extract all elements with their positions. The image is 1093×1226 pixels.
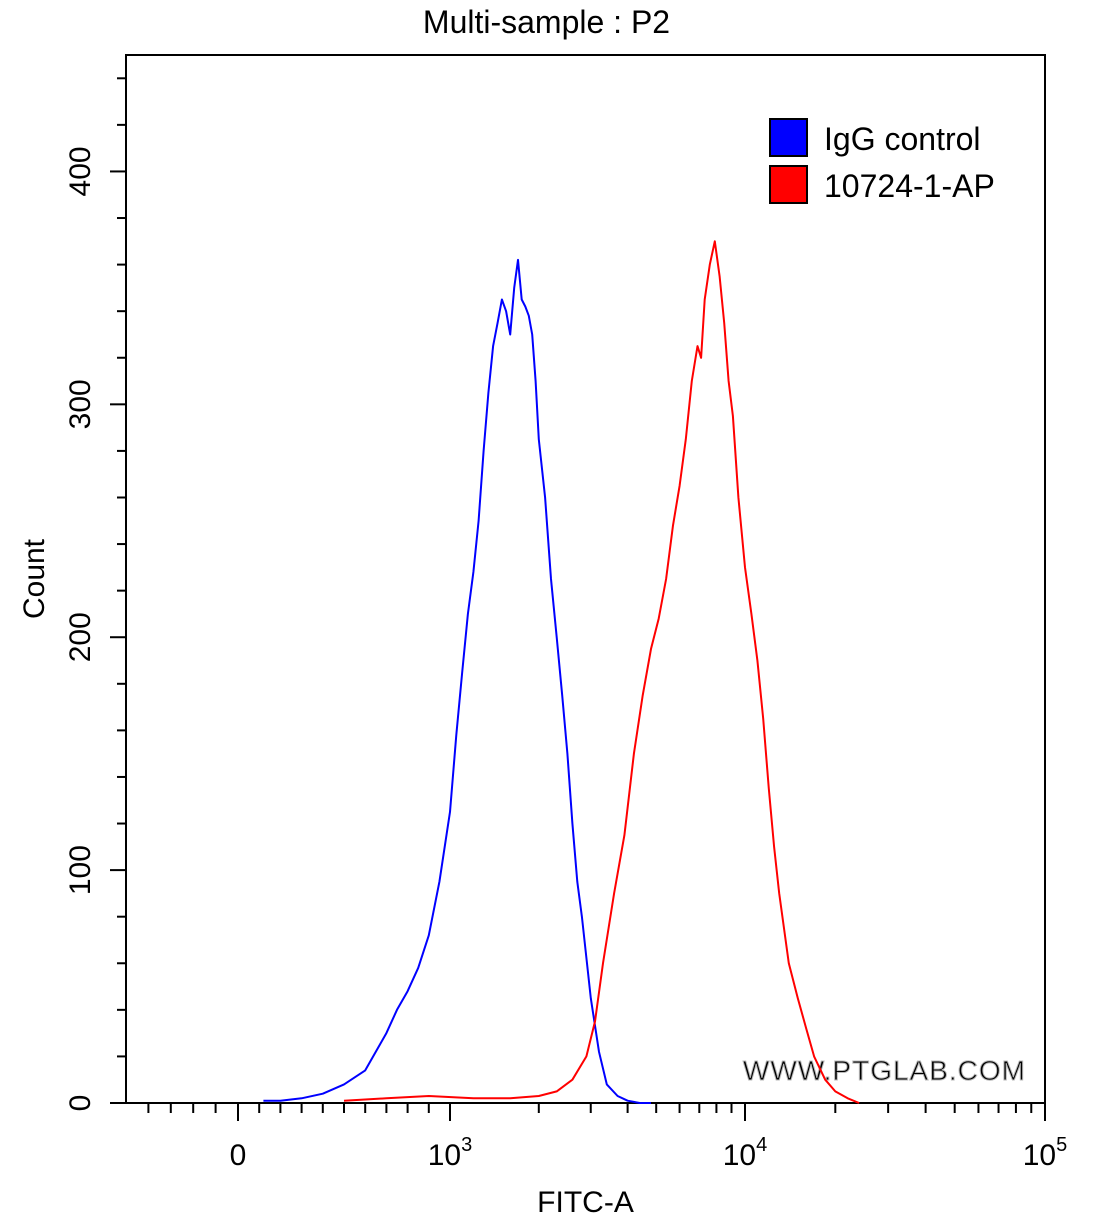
chart-title: Multi-sample : P2 — [422, 4, 671, 40]
x-tick-label: 103 — [428, 1134, 473, 1172]
x-tick-label: 0 — [230, 1139, 247, 1172]
legend-swatch — [769, 118, 808, 157]
legend-label: IgG control — [824, 121, 981, 157]
y-tick-label: 400 — [64, 146, 97, 196]
series-line-2 — [343, 240, 860, 1104]
y-tick-label: 300 — [64, 379, 97, 429]
legend-swatch — [769, 165, 808, 204]
x-tick-label: 105 — [1023, 1134, 1068, 1172]
y-axis-label: Count — [18, 538, 51, 619]
plot-frame — [125, 54, 1046, 1104]
y-tick-label: 100 — [64, 845, 97, 895]
y-tick-label: 200 — [64, 612, 97, 662]
x-axis-label: FITC-A — [537, 1186, 634, 1219]
series-line-1 — [263, 258, 651, 1104]
y-tick-label: 0 — [64, 1095, 97, 1112]
legend-label: 10724-1-AP — [824, 168, 995, 204]
watermark: WWW.PTGLAB.COM — [743, 1055, 1026, 1086]
x-tick-label: 104 — [723, 1134, 768, 1172]
